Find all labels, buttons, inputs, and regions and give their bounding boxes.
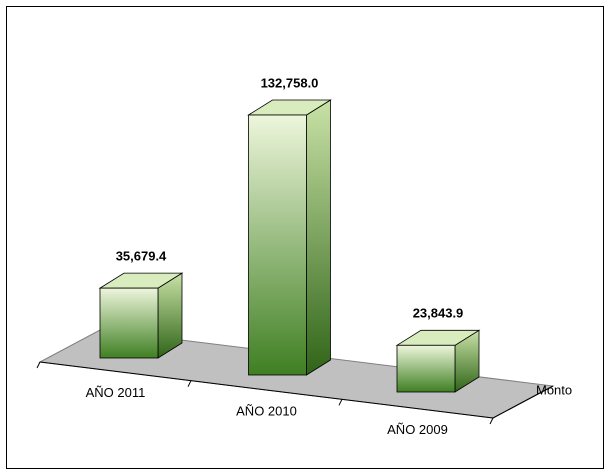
bar [248,114,307,376]
value-label: 23,843.9 [413,306,464,321]
x-tick-label: AÑO 2011 [86,385,146,400]
value-label: 35,679.4 [116,249,167,264]
depth-axis-line [492,385,554,419]
value-label: 132,758.0 [261,75,319,90]
x-tick [187,380,192,387]
x-tick-label: AÑO 2010 [236,403,297,418]
x-tick-label: AÑO 2009 [387,422,448,437]
bar-side [306,99,331,376]
bar [396,344,456,393]
x-tick [338,399,343,406]
x-tick [489,417,494,425]
bar [99,287,159,359]
x-axis-line [39,361,494,419]
depth-axis-label: Monto [536,382,572,397]
x-tick [36,361,41,369]
